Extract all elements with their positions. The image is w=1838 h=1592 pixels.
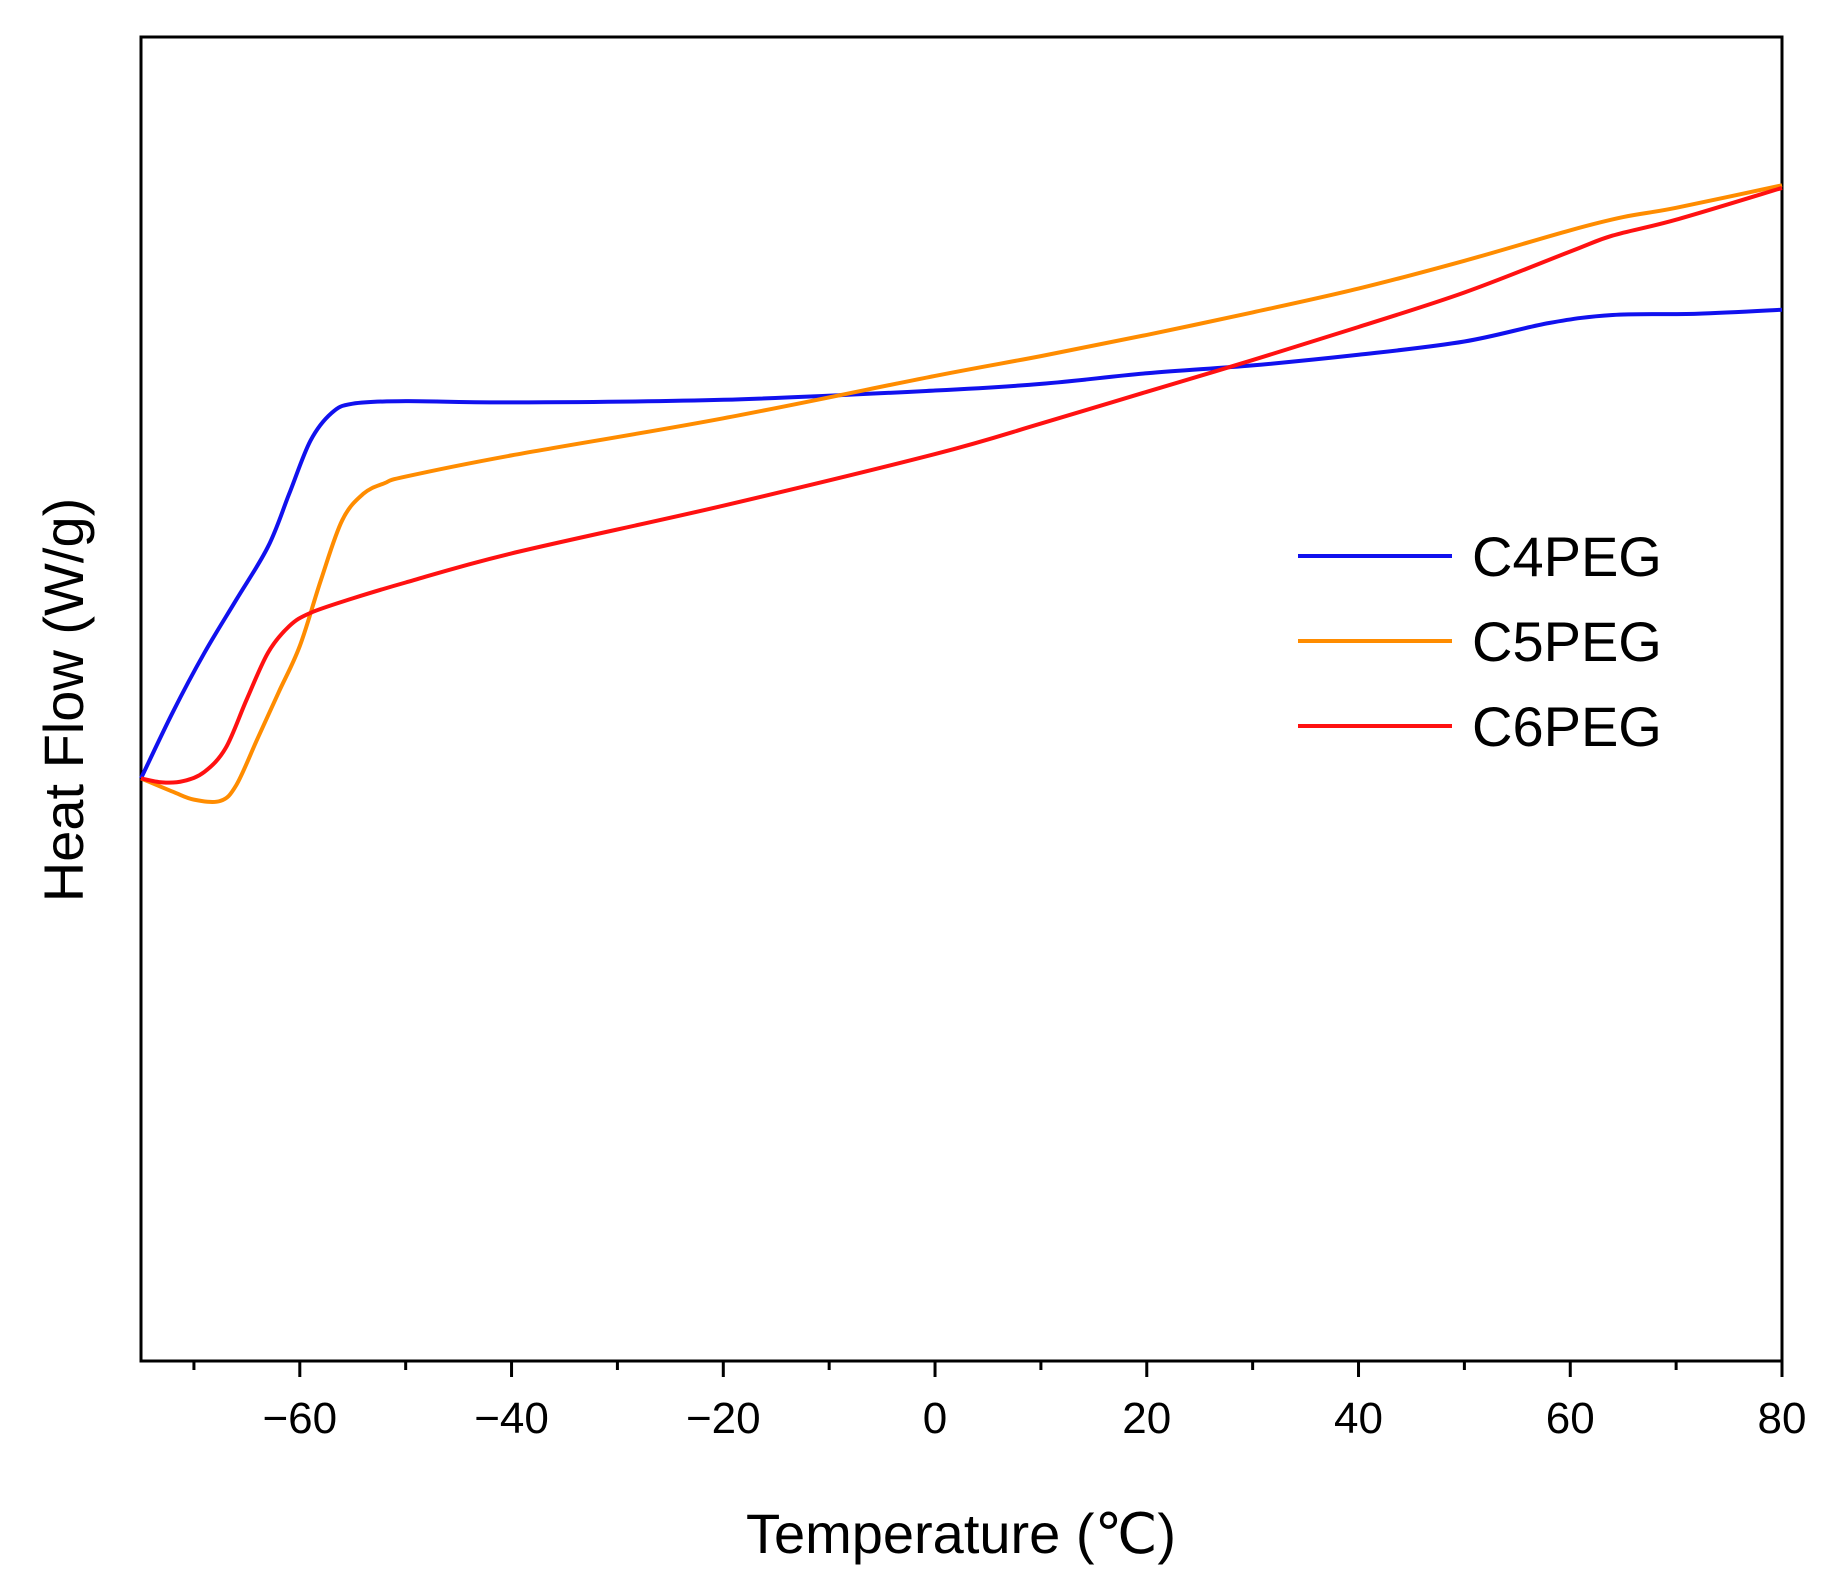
legend: C4PEG C5PEG C6PEG bbox=[1298, 525, 1662, 758]
x-tick-label: 0 bbox=[923, 1394, 947, 1443]
x-tick-label: 80 bbox=[1758, 1394, 1807, 1443]
plot-frame bbox=[139, 35, 1784, 1363]
x-axis-ticks: −60 −40 −20 0 20 40 60 80 bbox=[192, 1361, 1807, 1443]
series-line-c4peg bbox=[139, 307, 1783, 780]
legend-label-c4peg: C4PEG bbox=[1472, 525, 1662, 588]
x-tick-label: −60 bbox=[262, 1394, 337, 1443]
series-line-c5peg bbox=[140, 183, 1783, 805]
x-tick-label: 60 bbox=[1546, 1394, 1595, 1443]
x-tick-label: 40 bbox=[1334, 1394, 1383, 1443]
x-tick-label: −40 bbox=[474, 1394, 549, 1443]
x-tick-label: 20 bbox=[1122, 1394, 1171, 1443]
legend-label-c6peg: C6PEG bbox=[1472, 695, 1662, 758]
x-axis-title: Temperature (℃) bbox=[746, 1502, 1176, 1565]
legend-label-c5peg: C5PEG bbox=[1472, 610, 1662, 673]
x-tick-label: −20 bbox=[686, 1394, 761, 1443]
series-line-c6peg bbox=[140, 185, 1783, 785]
y-axis-title: Heat Flow (W/g) bbox=[32, 498, 95, 903]
series-layer bbox=[139, 183, 1783, 805]
